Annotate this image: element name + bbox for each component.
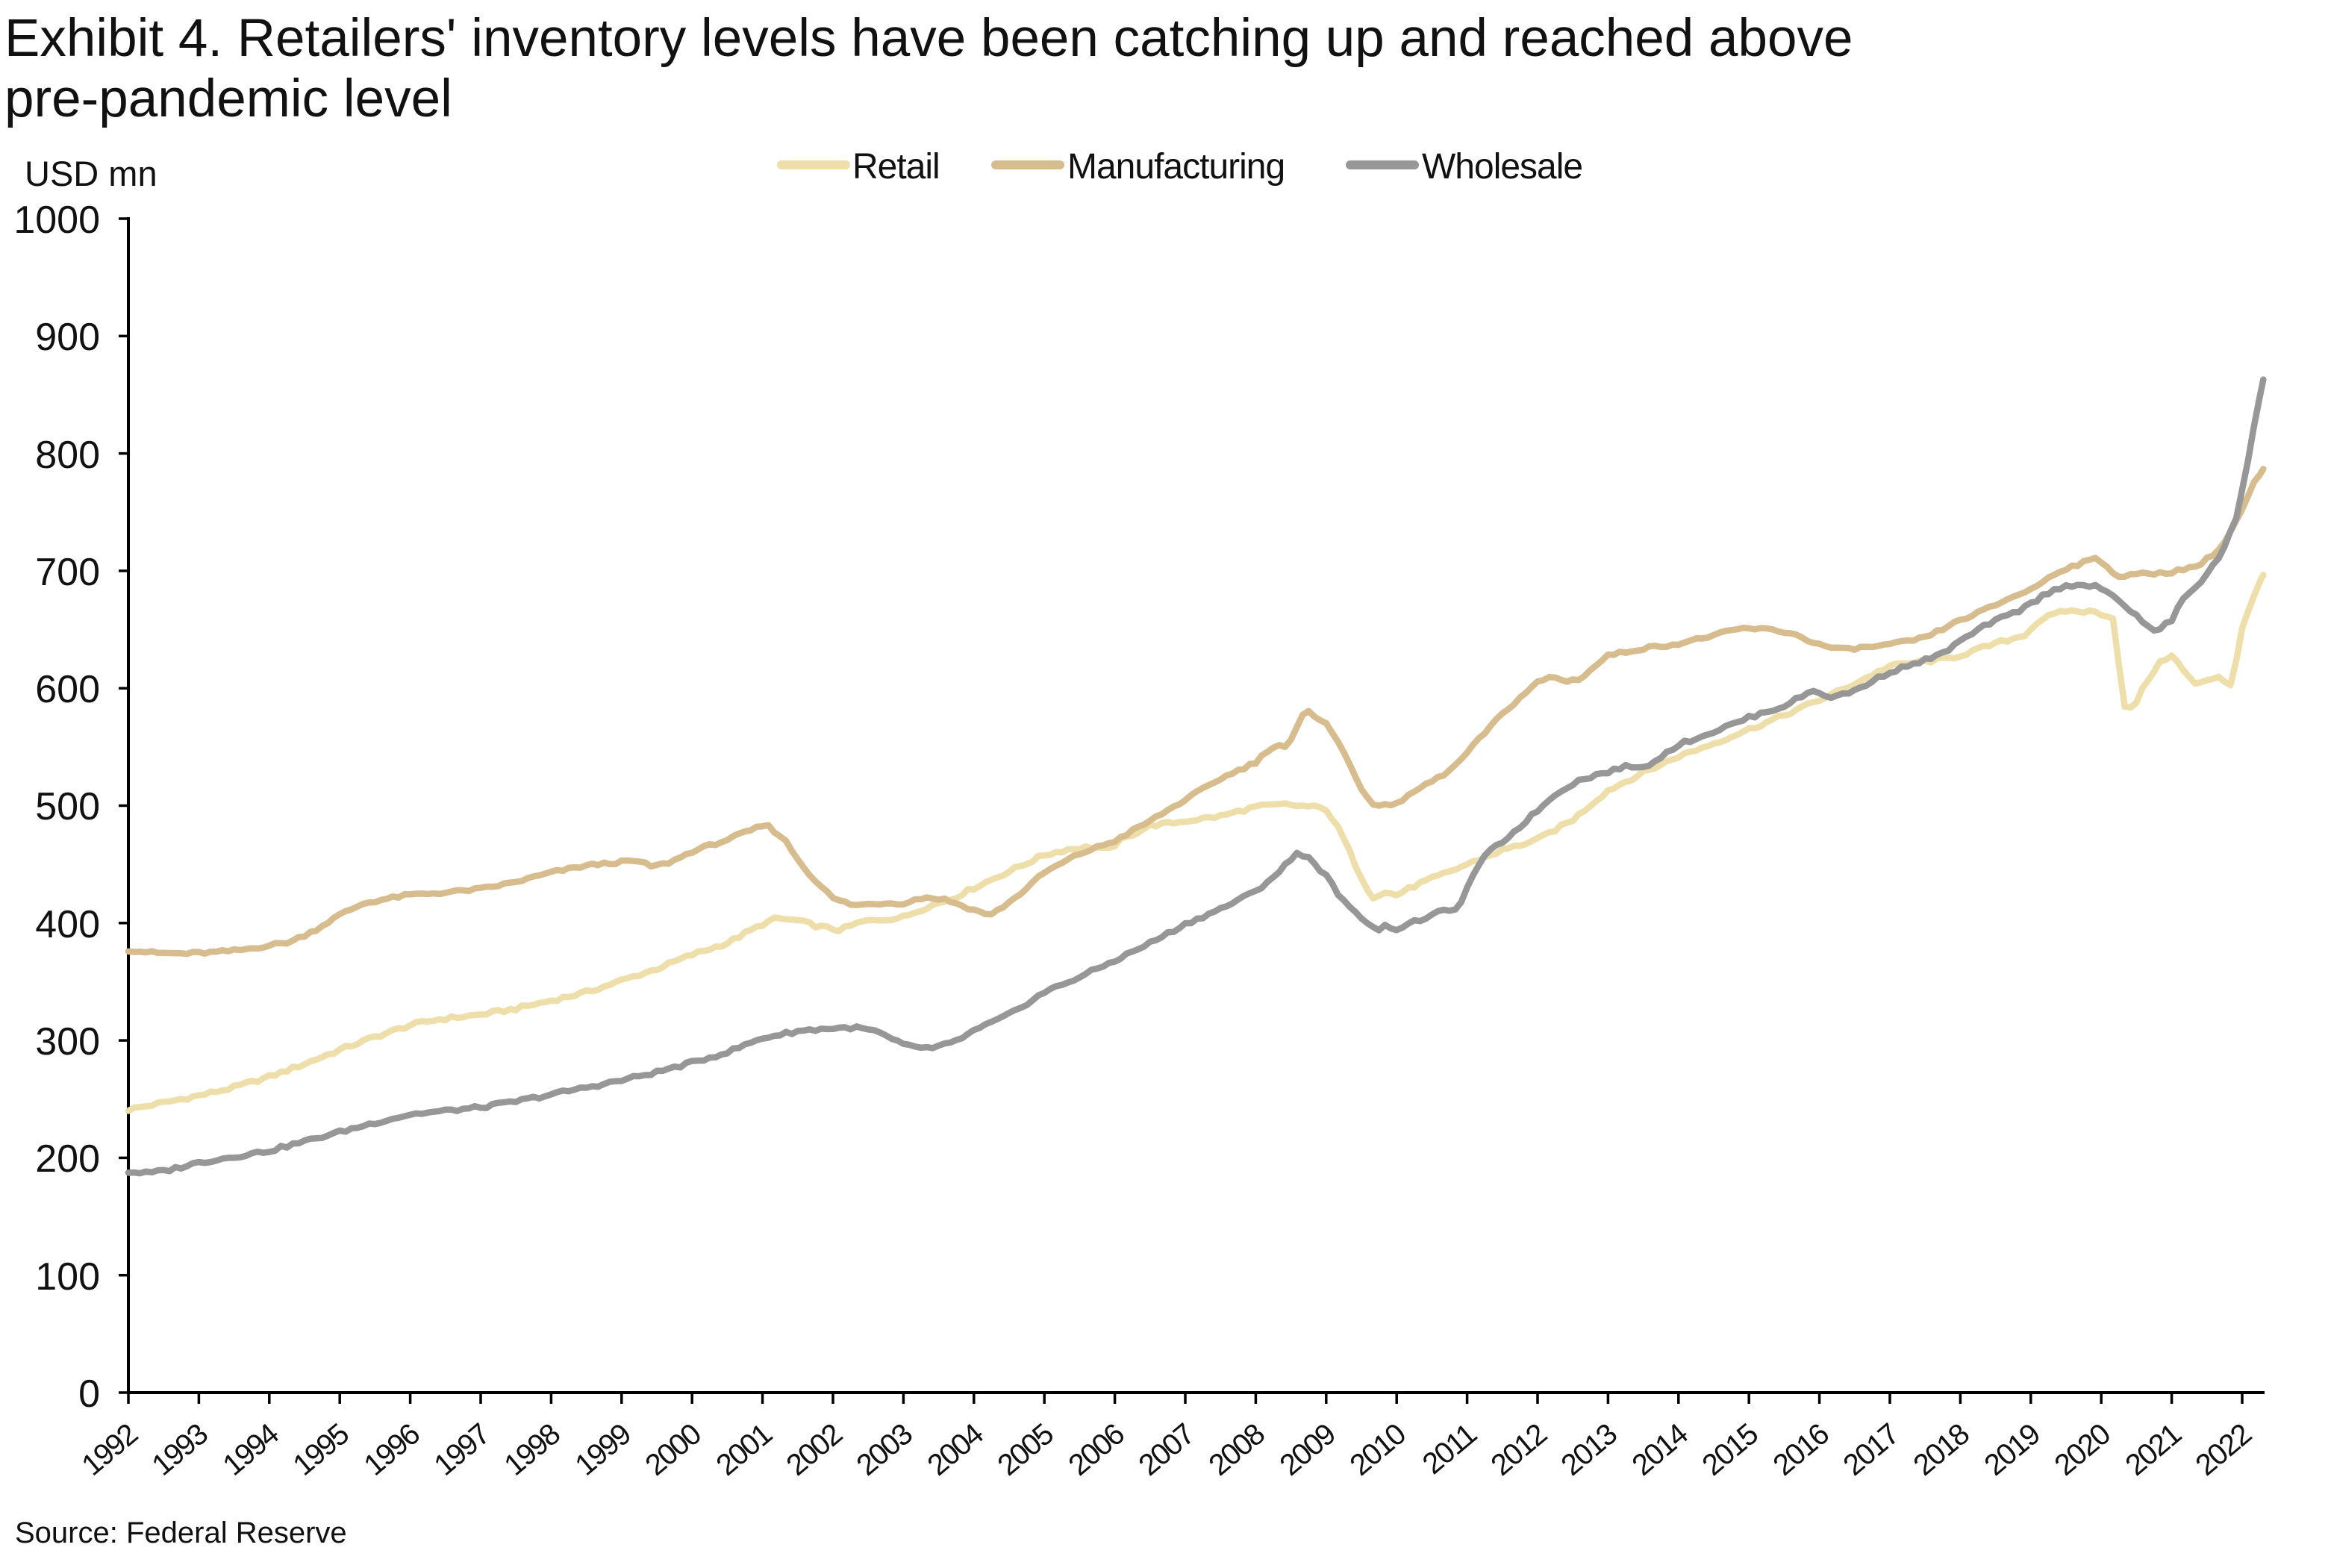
svg-text:100: 100	[35, 1255, 100, 1299]
svg-text:500: 500	[35, 785, 100, 828]
svg-text:600: 600	[35, 668, 100, 711]
svg-text:Retail: Retail	[852, 147, 940, 187]
svg-text:Source: Federal Reserve: Source: Federal Reserve	[15, 1517, 347, 1549]
svg-text:Manufacturing: Manufacturing	[1067, 147, 1285, 187]
svg-text:pre-pandemic level: pre-pandemic level	[4, 69, 452, 128]
svg-text:0: 0	[78, 1372, 100, 1416]
svg-text:USD mn: USD mn	[25, 154, 157, 193]
svg-text:800: 800	[35, 434, 100, 477]
svg-text:Wholesale: Wholesale	[1422, 147, 1582, 187]
svg-text:700: 700	[35, 551, 100, 594]
svg-text:Exhibit 4. Retailers' inventor: Exhibit 4. Retailers' inventory levels h…	[4, 9, 1853, 68]
svg-text:400: 400	[35, 903, 100, 946]
svg-text:200: 200	[35, 1137, 100, 1181]
svg-text:900: 900	[35, 316, 100, 359]
svg-text:1000: 1000	[13, 199, 100, 242]
svg-text:300: 300	[35, 1020, 100, 1063]
